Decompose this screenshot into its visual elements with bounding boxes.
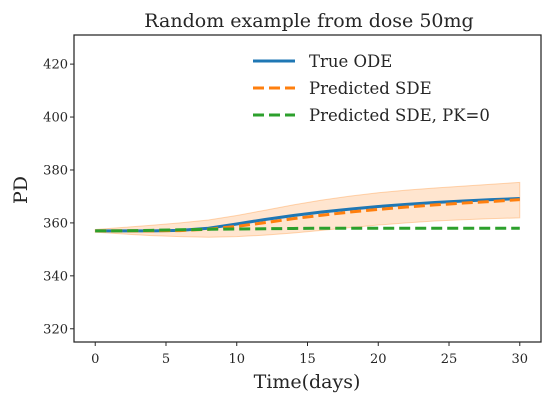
chart-title: Random example from dose 50mg	[144, 10, 473, 32]
x-axis-label: Time(days)	[254, 371, 361, 393]
confidence-band	[94, 181, 521, 238]
legend-label-1: True ODE	[309, 52, 392, 71]
y-tick-label: 420	[43, 58, 68, 73]
series-layer	[95, 197, 520, 233]
x-tick-label: 15	[299, 352, 316, 367]
x-axis-ticks: 0 5 10 15 20 25 30	[91, 342, 528, 367]
y-tick-label: 400	[43, 111, 68, 126]
x-tick-label: 10	[228, 352, 245, 367]
y-tick-label: 380	[43, 163, 68, 178]
x-tick-label: 0	[91, 352, 99, 367]
series-line-3	[95, 226, 520, 233]
y-axis-label: PD	[10, 176, 32, 204]
y-tick-label: 320	[43, 322, 68, 337]
x-tick-label: 5	[162, 352, 170, 367]
y-tick-label: 360	[43, 216, 68, 231]
x-tick-label: 25	[441, 352, 458, 367]
confidence-band-layer	[94, 181, 521, 238]
legend-label-3: Predicted SDE, PK=0	[309, 106, 490, 125]
x-tick-label: 30	[511, 352, 528, 367]
legend-label-2: Predicted SDE	[309, 79, 432, 98]
y-tick-label: 340	[43, 269, 68, 284]
y-axis-ticks: 320 340 360 380 400 420	[43, 58, 74, 337]
legend: True ODE Predicted SDE Predicted SDE, PK=0	[253, 52, 490, 125]
x-tick-label: 20	[370, 352, 387, 367]
